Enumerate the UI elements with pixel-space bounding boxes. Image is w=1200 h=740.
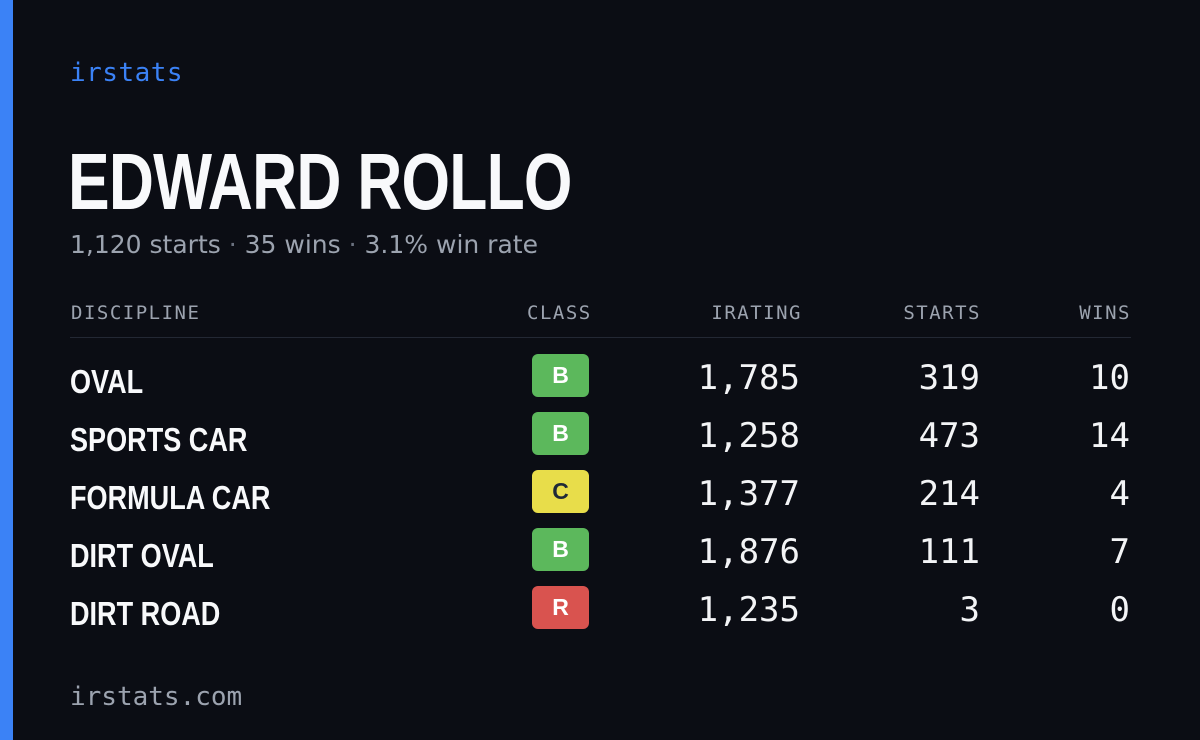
summary-win-rate: 3.1% win rate (364, 230, 538, 259)
irating-value: 1,258 (697, 416, 800, 456)
starts-value: 111 (918, 532, 980, 572)
class-badge: B (532, 354, 589, 397)
class-badge: R (532, 586, 589, 629)
header-starts: STARTS (903, 302, 981, 324)
summary-separator: · (228, 230, 237, 259)
header-wins: WINS (1079, 302, 1131, 324)
discipline-label: DIRT OVAL (70, 537, 214, 574)
class-badge: B (532, 528, 589, 571)
accent-bar (0, 0, 13, 740)
class-badge: C (532, 470, 589, 513)
summary-starts: 1,120 starts (70, 230, 221, 259)
driver-summary: 1,120 starts · 35 wins · 3.1% win rate (70, 228, 538, 262)
table-row: OVAL B 1,785 319 10 (0, 354, 1200, 412)
table-row: FORMULA CAR C 1,377 214 4 (0, 470, 1200, 528)
wins-value: 7 (1109, 532, 1130, 572)
footer-site-url[interactable]: irstats.com (70, 682, 243, 712)
wins-value: 14 (1089, 416, 1130, 456)
wins-value: 4 (1109, 474, 1130, 514)
driver-name: EDWARD ROLLO (68, 137, 572, 226)
header-divider (70, 337, 1131, 338)
class-badge: B (532, 412, 589, 455)
header-discipline: DISCIPLINE (71, 302, 201, 324)
header-irating: IRATING (711, 302, 802, 324)
starts-value: 473 (918, 416, 980, 456)
table-row: DIRT ROAD R 1,235 3 0 (0, 586, 1200, 644)
irating-value: 1,876 (697, 532, 800, 572)
irating-value: 1,377 (697, 474, 800, 514)
starts-value: 3 (959, 590, 980, 630)
starts-value: 214 (918, 474, 980, 514)
summary-separator: · (348, 230, 357, 259)
summary-wins: 35 wins (244, 230, 341, 259)
wins-value: 0 (1109, 590, 1130, 630)
irating-value: 1,785 (697, 358, 800, 398)
table-row: DIRT OVAL B 1,876 111 7 (0, 528, 1200, 586)
discipline-label: DIRT ROAD (70, 595, 221, 632)
discipline-label: OVAL (70, 363, 144, 400)
starts-value: 319 (918, 358, 980, 398)
table-row: SPORTS CAR B 1,258 473 14 (0, 412, 1200, 470)
discipline-label: SPORTS CAR (70, 421, 248, 458)
header-class: CLASS (527, 302, 592, 324)
wins-value: 10 (1089, 358, 1130, 398)
discipline-label: FORMULA CAR (70, 479, 271, 516)
irating-value: 1,235 (697, 590, 800, 630)
brand-logo: irstats (70, 58, 184, 88)
